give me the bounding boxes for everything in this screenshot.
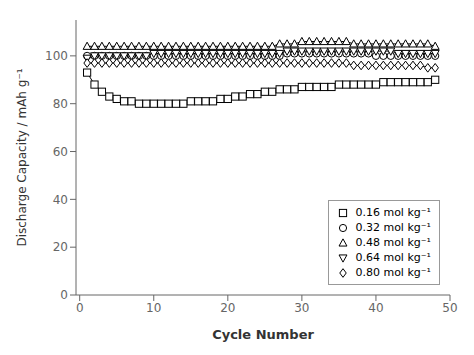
svg-text:0: 0 <box>60 288 68 302</box>
html-text:0.64 mol kg⁻¹: 0.64 mol kg⁻¹ <box>355 251 431 264</box>
html-text:0.32 mol kg⁻¹: 0.32 mol kg⁻¹ <box>355 221 431 234</box>
svg-text:60: 60 <box>53 145 68 159</box>
svg-text:80: 80 <box>53 97 68 111</box>
svg-text:0: 0 <box>76 301 84 315</box>
svg-text:30: 30 <box>294 301 309 315</box>
svg-text:100: 100 <box>45 49 68 63</box>
html-text:0.16 mol kg⁻¹: 0.16 mol kg⁻¹ <box>355 206 431 219</box>
html-text:0.48 mol kg⁻¹: 0.48 mol kg⁻¹ <box>355 236 431 249</box>
svg-text:10: 10 <box>146 301 161 315</box>
html-text:0.80 mol kg⁻¹: 0.80 mol kg⁻¹ <box>355 266 431 279</box>
svg-text:20: 20 <box>220 301 235 315</box>
svg-text:40: 40 <box>368 301 383 315</box>
svg-text:50: 50 <box>442 301 457 315</box>
svg-text:20: 20 <box>53 240 68 254</box>
svg-text:40: 40 <box>53 193 68 207</box>
svg-text:Discharge Capacity / mAh g⁻¹: Discharge Capacity / mAh g⁻¹ <box>15 68 29 246</box>
svg-text:Cycle Number: Cycle Number <box>212 327 314 342</box>
